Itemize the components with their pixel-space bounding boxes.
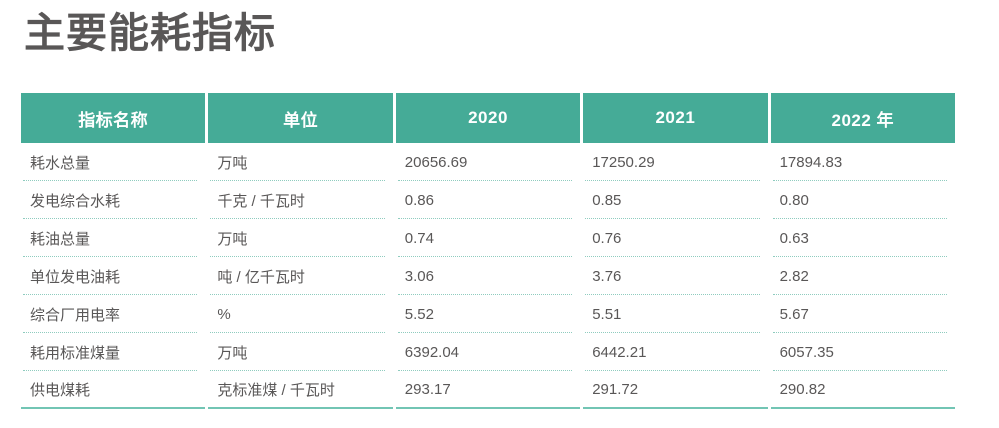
table-header-row: 指标名称 单位 2020 2021 2022 年	[21, 93, 955, 143]
cell-unit: %	[208, 295, 392, 333]
cell-2022-value: 6057.35	[771, 333, 955, 371]
cell-2022-value: 0.63	[771, 219, 955, 257]
cell-indicator-name: 耗水总量	[21, 143, 205, 181]
cell-indicator-name: 供电煤耗	[21, 371, 206, 409]
cell-2020-value: 5.52	[396, 295, 580, 333]
cell-unit: 万吨	[208, 219, 392, 257]
cell-2022-value: 2.82	[771, 257, 955, 295]
cell-2020-value: 3.06	[396, 257, 580, 295]
cell-unit: 克标准煤 / 千瓦时	[208, 371, 393, 409]
cell-2020-value: 6392.04	[396, 333, 580, 371]
table-row: 耗用标准煤量 万吨 6392.04 6442.21 6057.35	[21, 333, 955, 371]
cell-2022-value: 17894.83	[771, 143, 955, 181]
table-row: 单位发电油耗 吨 / 亿千瓦时 3.06 3.76 2.82	[21, 257, 955, 295]
cell-unit: 千克 / 千瓦时	[208, 181, 392, 219]
energy-indicators-table: 指标名称 单位 2020 2021 2022 年 耗水总量 万吨 20656.6…	[21, 93, 955, 409]
cell-2021-value: 291.72	[583, 371, 768, 409]
cell-2021-value: 0.85	[583, 181, 767, 219]
column-header-2021: 2021	[583, 93, 768, 143]
cell-unit: 万吨	[208, 333, 392, 371]
table-row: 发电综合水耗 千克 / 千瓦时 0.86 0.85 0.80	[21, 181, 955, 219]
cell-2022-value: 0.80	[771, 181, 955, 219]
cell-2021-value: 17250.29	[583, 143, 767, 181]
cell-2020-value: 293.17	[395, 371, 581, 409]
table-row: 耗油总量 万吨 0.74 0.76 0.63	[21, 219, 955, 257]
cell-indicator-name: 耗用标准煤量	[21, 333, 205, 371]
cell-indicator-name: 综合厂用电率	[21, 295, 205, 333]
table-row: 供电煤耗 克标准煤 / 千瓦时 293.17 291.72 290.82	[21, 371, 955, 409]
cell-indicator-name: 发电综合水耗	[21, 181, 205, 219]
column-header-2020: 2020	[395, 93, 581, 143]
column-header-2022: 2022 年	[770, 93, 955, 143]
cell-2021-value: 3.76	[583, 257, 767, 295]
cell-2021-value: 5.51	[583, 295, 767, 333]
cell-2020-value: 0.86	[396, 181, 580, 219]
cell-2022-value: 290.82	[770, 371, 955, 409]
table-row: 综合厂用电率 % 5.52 5.51 5.67	[21, 295, 955, 333]
page-title: 主要能耗指标	[24, 10, 276, 56]
cell-unit: 万吨	[208, 143, 392, 181]
cell-2020-value: 20656.69	[396, 143, 580, 181]
table-row: 耗水总量 万吨 20656.69 17250.29 17894.83	[21, 143, 955, 181]
cell-unit: 吨 / 亿千瓦时	[208, 257, 392, 295]
cell-2021-value: 0.76	[583, 219, 767, 257]
column-header-unit: 单位	[208, 93, 393, 143]
cell-2022-value: 5.67	[771, 295, 955, 333]
column-header-indicator-name: 指标名称	[21, 93, 206, 143]
cell-2020-value: 0.74	[396, 219, 580, 257]
cell-indicator-name: 单位发电油耗	[21, 257, 205, 295]
cell-indicator-name: 耗油总量	[21, 219, 205, 257]
cell-2021-value: 6442.21	[583, 333, 767, 371]
